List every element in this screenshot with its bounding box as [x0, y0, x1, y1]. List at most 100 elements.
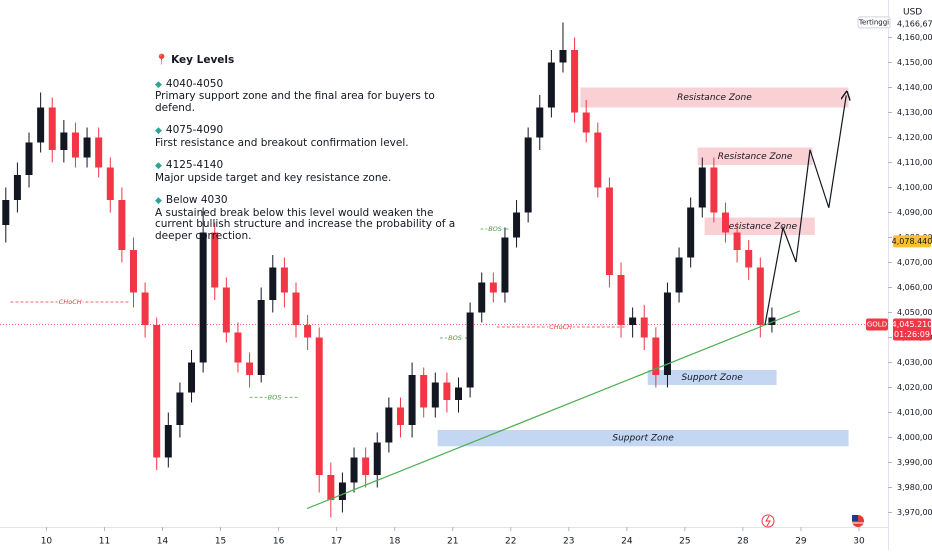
x-tick-label: 24	[621, 537, 633, 547]
candle-body	[768, 317, 776, 325]
zone-label: Resistance Zone	[718, 152, 793, 162]
y-tick-label: 4,140,000	[897, 83, 932, 92]
candle-body	[559, 50, 567, 63]
key-text: Major upside target and key resistance z…	[155, 171, 392, 184]
candle-body	[106, 167, 114, 200]
x-tick-label: 21	[447, 537, 458, 547]
marker-price-box	[893, 235, 931, 248]
plot-area: Resistance Zone Resistance Zone Resistance…	[0, 22, 888, 518]
x-tick-label: 29	[795, 537, 807, 547]
candle-body	[687, 207, 695, 258]
y-tick-label: 4,090,000	[897, 208, 932, 217]
candle-body	[176, 392, 184, 425]
zone	[647, 370, 777, 385]
candle-body	[698, 167, 706, 208]
x-tick-label: 22	[505, 537, 516, 547]
candle-body	[257, 300, 265, 375]
y-tick-label: 4,010,000	[897, 408, 932, 417]
x-tick-label: 30	[853, 537, 865, 547]
candle-body	[408, 375, 416, 425]
y-tick-label: 4,120,000	[897, 133, 932, 142]
candle-body	[455, 387, 463, 400]
candle-body	[95, 137, 103, 168]
y-tick-label: 4,130,000	[897, 108, 932, 117]
structure-label: CHoCH	[549, 323, 572, 331]
x-tick-label: 10	[41, 537, 53, 547]
candle-body	[420, 375, 428, 408]
candle-body	[443, 382, 451, 400]
structure-label: BOS	[448, 334, 462, 342]
y-tick-label: 4,030,000	[897, 358, 932, 367]
symbol-label: GOLD	[867, 320, 887, 328]
candle-body	[25, 142, 33, 175]
key-level: 4075-4090	[165, 124, 224, 136]
x-tick-label: 14	[157, 537, 169, 547]
candle-body	[594, 132, 602, 188]
high-tag-text: Tertinggi	[858, 18, 889, 26]
key-item: ◆ 4125-4140 Major upside target and key re…	[155, 159, 460, 184]
y-tick-label: 4,060,000	[897, 283, 932, 292]
candle-body	[501, 237, 509, 293]
candle-body	[373, 442, 381, 475]
x-tick-label: 16	[273, 537, 285, 547]
candle-body	[129, 250, 137, 293]
symbol-box	[866, 318, 888, 331]
candle-body	[733, 232, 741, 250]
x-tick-label: 23	[563, 537, 574, 547]
y-tick-label: 4,110,000	[897, 158, 932, 167]
candle-body	[13, 175, 21, 200]
candle-body	[756, 267, 764, 325]
candle-body	[605, 187, 613, 275]
key-level: 4040-4050	[165, 77, 224, 90]
zone-label: Support Zone	[681, 373, 743, 383]
candle-body	[629, 317, 637, 325]
candle-body	[721, 212, 729, 233]
candle-body	[153, 325, 161, 458]
candle-body	[385, 407, 393, 443]
zone	[580, 87, 849, 108]
candle-body	[199, 232, 207, 363]
y-tick-label: 3,990,000	[897, 458, 932, 467]
candle-body	[466, 312, 474, 388]
candle-body	[489, 282, 497, 293]
key-text: Primary support zone and the final area …	[155, 90, 435, 114]
candle-body	[652, 337, 660, 375]
candle-body	[164, 425, 172, 458]
candle-body	[246, 362, 254, 375]
candle-body	[571, 50, 579, 113]
structure-label: BOS	[268, 393, 282, 401]
current-price-box	[893, 318, 931, 341]
projection-path	[764, 96, 846, 326]
key-levels: 📍 Key Levels ◆ 4040-4050 Primary support zo…	[155, 54, 460, 253]
candle-body	[234, 332, 242, 363]
high-value-label: 4,166,670	[897, 19, 932, 28]
current-price-label: 4,045.210	[892, 320, 932, 329]
candle-body	[292, 292, 300, 325]
candle-body	[350, 457, 358, 483]
x-tick-label: 18	[389, 537, 401, 547]
candle-body	[71, 132, 79, 158]
key-level: 4125-4140	[165, 159, 224, 171]
structure-label: CHoCH	[59, 298, 82, 306]
candle-body	[362, 457, 370, 475]
candle-body	[222, 287, 230, 333]
y-tick-label: 4,150,000	[897, 58, 932, 67]
news-icon[interactable]	[761, 514, 775, 528]
candle-body	[524, 137, 532, 213]
candle-body	[280, 267, 288, 293]
candle-body	[745, 250, 753, 268]
y-tick-label: 3,970,000	[897, 508, 932, 517]
key-title: Key Levels	[171, 54, 235, 66]
candle-body	[141, 292, 149, 325]
key-item: ◆ 4040-4050 Primary support zone and the f…	[155, 77, 460, 115]
structure-label: BOS	[488, 225, 502, 233]
candle-body	[547, 62, 555, 108]
candle-body	[304, 325, 312, 338]
candle-body	[327, 475, 335, 500]
candle-body	[663, 292, 671, 375]
candle-body	[338, 482, 346, 500]
candle-body	[188, 362, 196, 393]
candle-body	[431, 382, 439, 408]
flag-icon[interactable]	[852, 515, 864, 527]
